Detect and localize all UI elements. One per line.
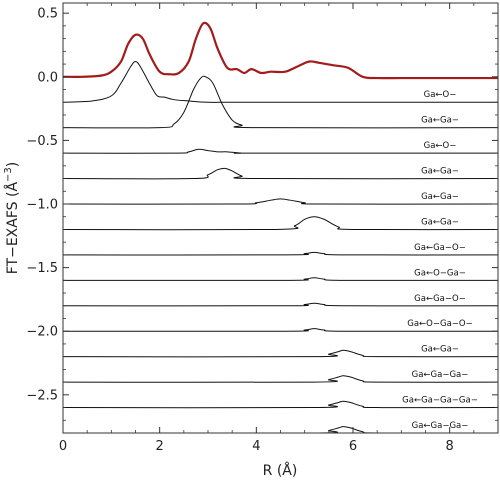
path-label-6: Ga←Ga− <box>421 217 459 227</box>
x-tick-label-6: 6 <box>349 439 357 454</box>
path-line-10 <box>63 328 498 332</box>
path-line-12 <box>63 375 498 383</box>
y-tick-label-4: −1.5 <box>26 261 58 276</box>
path-line-5 <box>63 198 498 205</box>
path-label-13: Ga←Ga−Ga−Ga− <box>402 396 478 406</box>
y-axis-title-exponent: −3 <box>3 167 14 182</box>
y-tick-label-2: −0.5 <box>26 134 58 149</box>
path-line-3 <box>63 148 498 154</box>
y-tick-label-1: 0.0 <box>37 70 58 85</box>
path-label-4: Ga←Ga− <box>421 167 459 177</box>
path-label-1: Ga←O− <box>424 90 457 100</box>
path-label-8: Ga←O−Ga− <box>414 268 466 278</box>
x-tick-label-4: 4 <box>252 439 260 454</box>
path-label-12: Ga←Ga−Ga− <box>412 370 469 380</box>
path-line-6 <box>63 216 498 231</box>
y-axis-title-main: FT−EXAFS (Å <box>4 182 21 275</box>
path-line-11 <box>63 349 498 358</box>
path-label-10: Ga←O−Ga−O− <box>407 319 472 329</box>
y-tick-label-5: −2.0 <box>26 325 58 340</box>
path-line-9 <box>63 302 498 307</box>
path-line-1 <box>63 61 498 103</box>
path-label-11: Ga←Ga− <box>421 345 459 355</box>
path-line-2 <box>63 75 498 129</box>
x-tick-label-2: 2 <box>156 439 164 454</box>
path-line-13 <box>63 400 498 409</box>
path-line-4 <box>63 167 498 180</box>
path-label-3: Ga←O− <box>424 141 457 151</box>
x-tick-label-8: 8 <box>446 439 454 454</box>
x-axis-title: R (Å) <box>263 462 298 479</box>
x-tick-label-0: 0 <box>59 439 67 454</box>
path-line-7 <box>63 251 498 256</box>
path-label-5: Ga←Ga− <box>421 192 459 202</box>
y-tick-label-0: 0.5 <box>37 7 58 22</box>
y-tick-label-6: −2.5 <box>26 388 58 403</box>
path-label-14: Ga←Ga−Ga− <box>412 421 469 431</box>
total-fit-line <box>63 21 498 80</box>
y-tick-label-3: −1.0 <box>26 198 58 213</box>
path-label-7: Ga←Ga−O− <box>414 243 466 253</box>
y-axis-title-close: ) <box>5 162 21 167</box>
path-label-2: Ga←Ga− <box>421 116 459 126</box>
y-axis-title: FT−EXAFS (Å−3) <box>3 162 21 275</box>
path-label-9: Ga←Ga−O− <box>414 294 466 304</box>
path-line-8 <box>63 277 498 281</box>
